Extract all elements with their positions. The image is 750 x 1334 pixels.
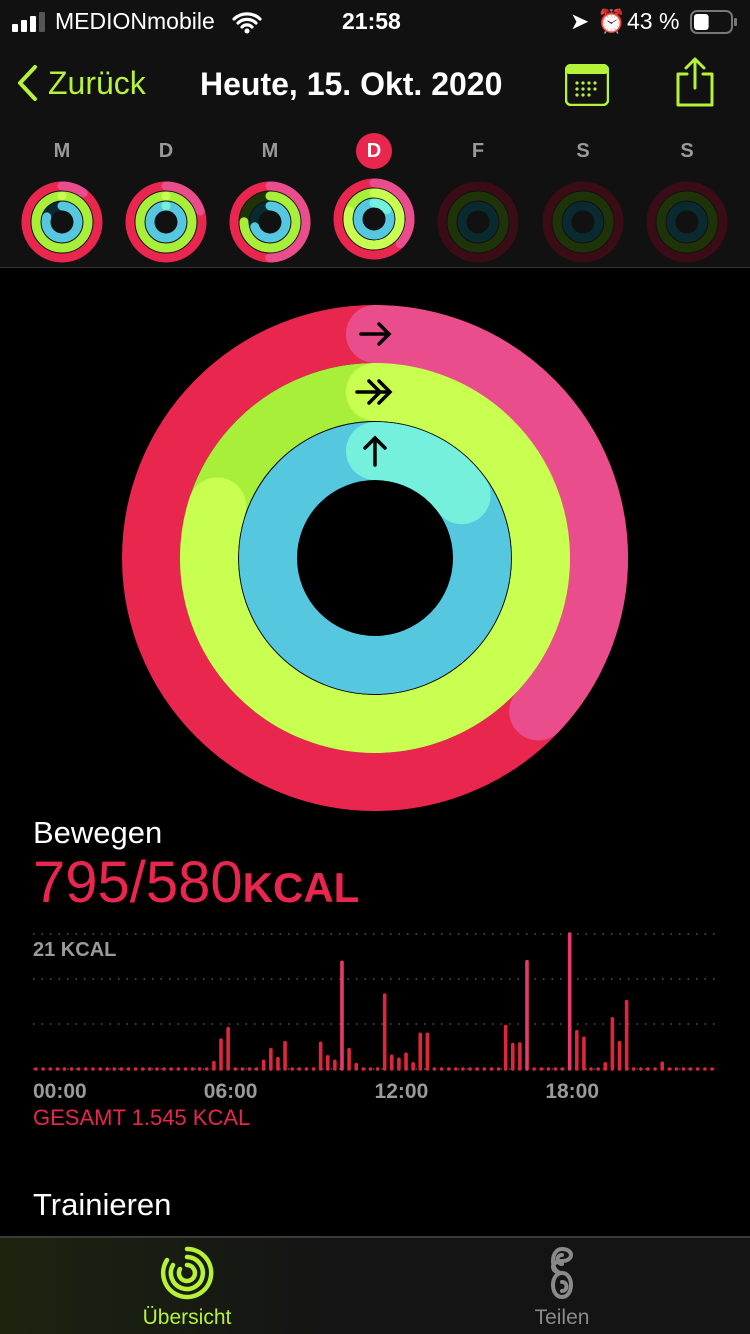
- wifi-icon: [232, 12, 262, 34]
- move-progress: [229, 181, 311, 263]
- move-track: [542, 181, 624, 263]
- status-bar: MEDIONmobile 21:58 ➤ ⏰ 43 %: [0, 6, 750, 36]
- move-title: Bewegen: [33, 815, 163, 850]
- day-label: D: [356, 133, 392, 169]
- day-3[interactable]: D: [329, 133, 419, 264]
- y-max-label: 21 KCAL: [33, 939, 116, 961]
- move-value: 795/580KCAL: [33, 853, 359, 918]
- exercise-track: [447, 191, 509, 253]
- activity-rings-icon: [160, 1246, 214, 1300]
- day-rings: [542, 181, 624, 263]
- tab-share-label: Teilen: [534, 1306, 590, 1329]
- exercise-arrow-icon: [355, 379, 393, 405]
- day-rings: [646, 181, 728, 263]
- sharing-icon: [551, 1246, 573, 1300]
- move-unit: KCAL: [242, 864, 360, 911]
- day-label: M: [261, 140, 279, 162]
- day-2[interactable]: M: [225, 136, 315, 267]
- exercise-track: [656, 191, 718, 253]
- day-label: S: [576, 140, 590, 162]
- stand-progress: [41, 201, 83, 243]
- day-6[interactable]: S: [642, 136, 732, 267]
- day-5[interactable]: S: [538, 136, 628, 267]
- tab-bar: Übersicht Teilen: [0, 1236, 750, 1334]
- move-total: GESAMT 1.545 KCAL: [33, 1105, 251, 1130]
- clock: 21:58: [342, 8, 401, 34]
- day-rings: [125, 181, 207, 263]
- stand-track: [145, 201, 187, 243]
- day-label: D: [158, 140, 174, 162]
- stand-arrow-icon: [363, 435, 387, 467]
- signal-icon: [12, 12, 45, 32]
- activity-rings: [122, 305, 628, 811]
- location-icon: ➤: [570, 8, 590, 34]
- stand-track: [666, 201, 708, 243]
- day-4[interactable]: F: [433, 136, 523, 267]
- exercise-progress: [343, 188, 405, 250]
- battery-icon: [690, 10, 737, 34]
- day-rings: [21, 181, 103, 263]
- back-button[interactable]: Zurück: [16, 64, 146, 102]
- battery-percent: 43 %: [627, 8, 680, 34]
- tab-overview-label: Übersicht: [142, 1306, 232, 1329]
- exercise-progress: [31, 191, 93, 253]
- x-tick-label: 12:00: [375, 1080, 429, 1103]
- exercise-title: Trainieren: [33, 1187, 172, 1222]
- day-label: F: [471, 140, 485, 162]
- tab-overview[interactable]: Übersicht: [87, 1246, 287, 1330]
- calendar-icon[interactable]: [565, 64, 609, 106]
- stand-track: [457, 201, 499, 243]
- carrier: MEDIONmobile: [55, 8, 215, 34]
- exercise-progress: [239, 191, 301, 253]
- day-rings: [229, 181, 311, 263]
- day-0[interactable]: M: [17, 136, 107, 267]
- stand-progress: [249, 201, 291, 243]
- move-track: [437, 181, 519, 263]
- exercise-track: [552, 191, 614, 253]
- page-title: Heute, 15. Okt. 2020: [200, 66, 503, 102]
- share-icon[interactable]: [674, 56, 716, 108]
- move-progress: [125, 181, 207, 263]
- header: MEDIONmobile 21:58 ➤ ⏰ 43 % Zurück Heute…: [0, 0, 750, 268]
- stand-progress: [353, 198, 395, 240]
- alarm-icon: ⏰: [597, 8, 626, 34]
- day-label: M: [53, 140, 71, 162]
- day-label: S: [680, 140, 694, 162]
- x-tick-label: 00:00: [33, 1080, 87, 1103]
- stand-progress: [145, 201, 187, 243]
- tab-share[interactable]: Teilen: [462, 1246, 662, 1330]
- move-ratio: 795/580: [33, 850, 243, 915]
- move-progress: [333, 178, 415, 260]
- stand-track: [562, 201, 604, 243]
- move-chart: 21 KCAL 00:00 06:00 12:00 18:00: [33, 932, 716, 1103]
- move-track: [646, 181, 728, 263]
- x-tick-label: 18:00: [545, 1080, 599, 1103]
- day-rings: [333, 178, 415, 260]
- day-1[interactable]: D: [121, 136, 211, 267]
- move-progress: [21, 181, 103, 263]
- x-tick-label: 06:00: [204, 1080, 258, 1103]
- move-arrow-icon: [359, 322, 392, 346]
- back-label: Zurück: [48, 64, 146, 101]
- chevron-left-icon: [18, 65, 37, 101]
- exercise-progress: [135, 191, 197, 253]
- day-rings: [437, 181, 519, 263]
